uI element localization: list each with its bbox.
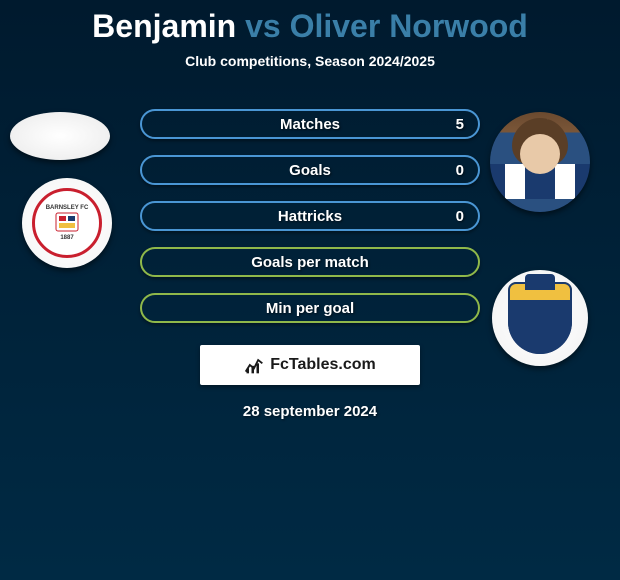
date-label: 28 september 2024 <box>0 403 620 420</box>
logo-text: FcTables.com <box>270 356 376 374</box>
stat-label: Hattricks <box>278 208 342 225</box>
stat-row: Goals 0 <box>140 155 480 185</box>
stat-row: Hattricks 0 <box>140 201 480 231</box>
player1-club-badge: BARNSLEY FC 1887 <box>22 178 112 268</box>
stat-row: Matches 5 <box>140 109 480 139</box>
title-vs: vs <box>245 8 281 44</box>
stat-label: Goals per match <box>251 254 369 271</box>
title-player2: Oliver Norwood <box>290 8 528 44</box>
chart-icon <box>244 355 264 375</box>
stat-label: Goals <box>289 162 331 179</box>
stat-value-right: 0 <box>456 162 464 179</box>
stat-label: Matches <box>280 116 340 133</box>
crest-icon <box>52 211 82 235</box>
title-player1: Benjamin <box>92 8 236 44</box>
stat-value-right: 0 <box>456 208 464 225</box>
barnsley-badge-icon: BARNSLEY FC 1887 <box>32 188 102 258</box>
stat-label: Min per goal <box>266 300 354 317</box>
stockport-badge-icon <box>508 282 572 354</box>
page-title: Benjamin vs Oliver Norwood <box>0 0 620 45</box>
player2-club-badge <box>492 270 588 366</box>
badge-left-text2: 1887 <box>60 235 73 241</box>
fctables-logo: FcTables.com <box>200 345 420 385</box>
player2-avatar <box>490 112 590 212</box>
stat-row: Goals per match <box>140 247 480 277</box>
subtitle: Club competitions, Season 2024/2025 <box>0 53 620 69</box>
stat-value-right: 5 <box>456 116 464 133</box>
player1-avatar <box>10 112 110 160</box>
stat-row: Min per goal <box>140 293 480 323</box>
